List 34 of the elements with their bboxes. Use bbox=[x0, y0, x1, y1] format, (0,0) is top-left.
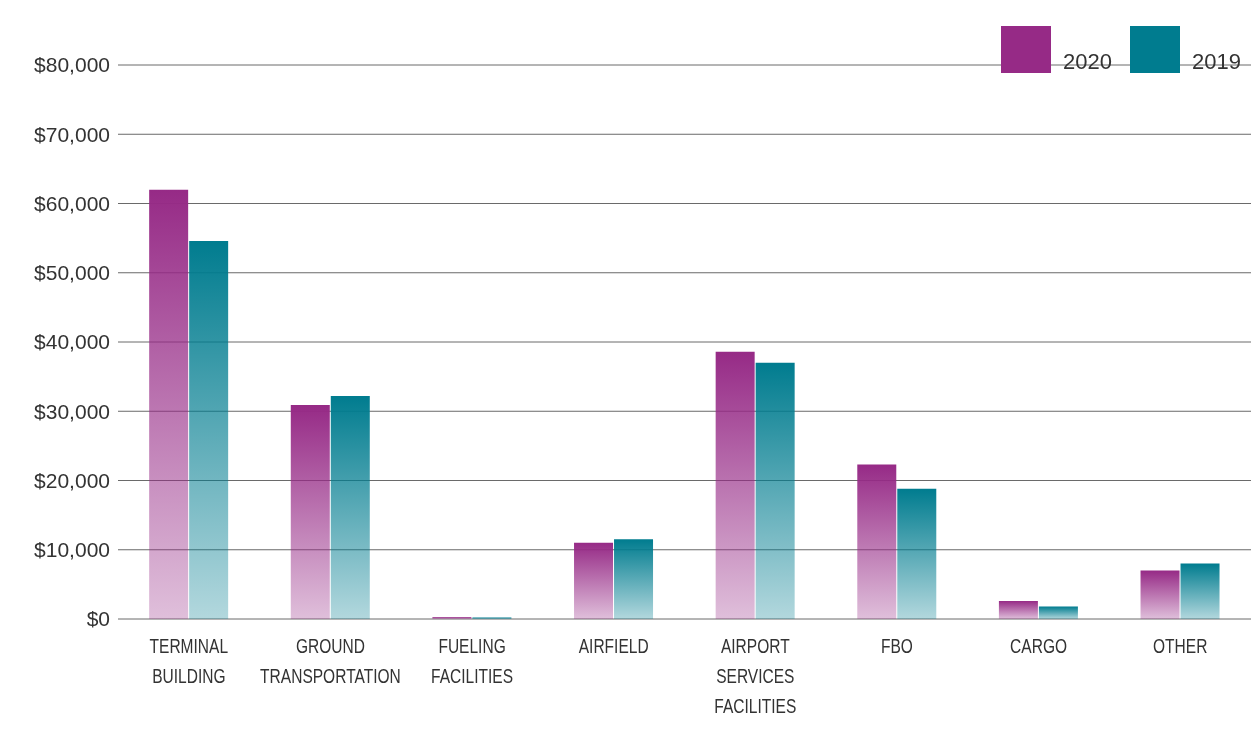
bar bbox=[998, 601, 1038, 619]
legend-label: 2020 bbox=[1063, 49, 1113, 75]
x-tick-label: GROUND TRANSPORTATION bbox=[260, 633, 401, 688]
x-tick-label: AIRPORT SERVICES FACILITIES bbox=[714, 633, 797, 718]
x-tick-label: FUELING FACILITIES bbox=[431, 633, 514, 688]
bar bbox=[574, 542, 614, 619]
bar bbox=[189, 240, 229, 619]
x-tick-label: CARGO bbox=[1010, 633, 1068, 658]
x-tick-label: OTHER bbox=[1153, 633, 1208, 658]
bar bbox=[290, 405, 330, 619]
y-tick-label: $10,000 bbox=[34, 538, 110, 562]
x-tick-label: AIRFIELD bbox=[578, 633, 649, 658]
bar bbox=[857, 464, 897, 619]
y-tick-label: $0 bbox=[86, 607, 110, 631]
bar bbox=[1180, 563, 1220, 619]
y-tick-label: $40,000 bbox=[34, 330, 110, 354]
y-tick-label: $50,000 bbox=[34, 261, 110, 285]
bar bbox=[149, 189, 189, 619]
bar bbox=[1038, 606, 1078, 619]
y-tick-label: $30,000 bbox=[34, 399, 110, 423]
bar bbox=[715, 351, 755, 619]
x-tick-label: FBO bbox=[880, 633, 913, 658]
bar bbox=[755, 362, 795, 619]
bar bbox=[897, 488, 937, 619]
y-tick-label: $60,000 bbox=[34, 191, 110, 215]
y-tick-label: $20,000 bbox=[34, 468, 110, 492]
bar bbox=[1140, 570, 1180, 619]
bar bbox=[330, 396, 370, 619]
x-tick-label: TERMINAL BUILDING bbox=[149, 633, 229, 688]
y-tick-label: $80,000 bbox=[34, 53, 110, 77]
y-tick-label: $70,000 bbox=[34, 122, 110, 146]
bar bbox=[432, 616, 472, 619]
legend-label: 2019 bbox=[1192, 49, 1241, 75]
bar bbox=[614, 539, 654, 619]
